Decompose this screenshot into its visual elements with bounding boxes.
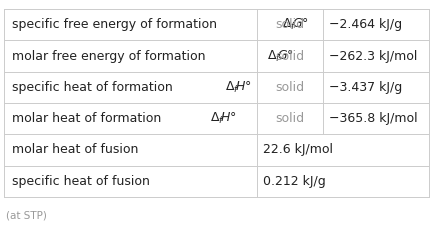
Text: solid: solid <box>275 81 304 94</box>
Text: molar heat of fusion: molar heat of fusion <box>12 144 139 156</box>
Text: −262.3 kJ/mol: −262.3 kJ/mol <box>329 50 417 63</box>
Text: molar free energy of formation: molar free energy of formation <box>12 50 210 63</box>
Text: specific heat of fusion: specific heat of fusion <box>12 175 150 188</box>
Text: 22.6 kJ/mol: 22.6 kJ/mol <box>263 144 333 156</box>
Text: solid: solid <box>275 50 304 63</box>
Text: −3.437 kJ/g: −3.437 kJ/g <box>329 81 402 94</box>
Text: −2.464 kJ/g: −2.464 kJ/g <box>329 18 402 31</box>
Text: specific heat of formation: specific heat of formation <box>12 81 177 94</box>
Text: solid: solid <box>275 112 304 125</box>
Text: −365.8 kJ/mol: −365.8 kJ/mol <box>329 112 418 125</box>
Text: $\Delta_f\!G°$: $\Delta_f\!G°$ <box>282 17 309 32</box>
Text: $\Delta_f\!H°$: $\Delta_f\!H°$ <box>210 111 236 126</box>
Text: (at STP): (at STP) <box>6 210 47 220</box>
Text: $\Delta_f\!H°$: $\Delta_f\!H°$ <box>225 80 251 95</box>
Text: specific free energy of formation: specific free energy of formation <box>12 18 221 31</box>
Text: $\Delta_f\!G°$: $\Delta_f\!G°$ <box>267 49 294 64</box>
Text: molar heat of formation: molar heat of formation <box>12 112 165 125</box>
Text: solid: solid <box>275 18 304 31</box>
Text: 0.212 kJ/g: 0.212 kJ/g <box>263 175 326 188</box>
